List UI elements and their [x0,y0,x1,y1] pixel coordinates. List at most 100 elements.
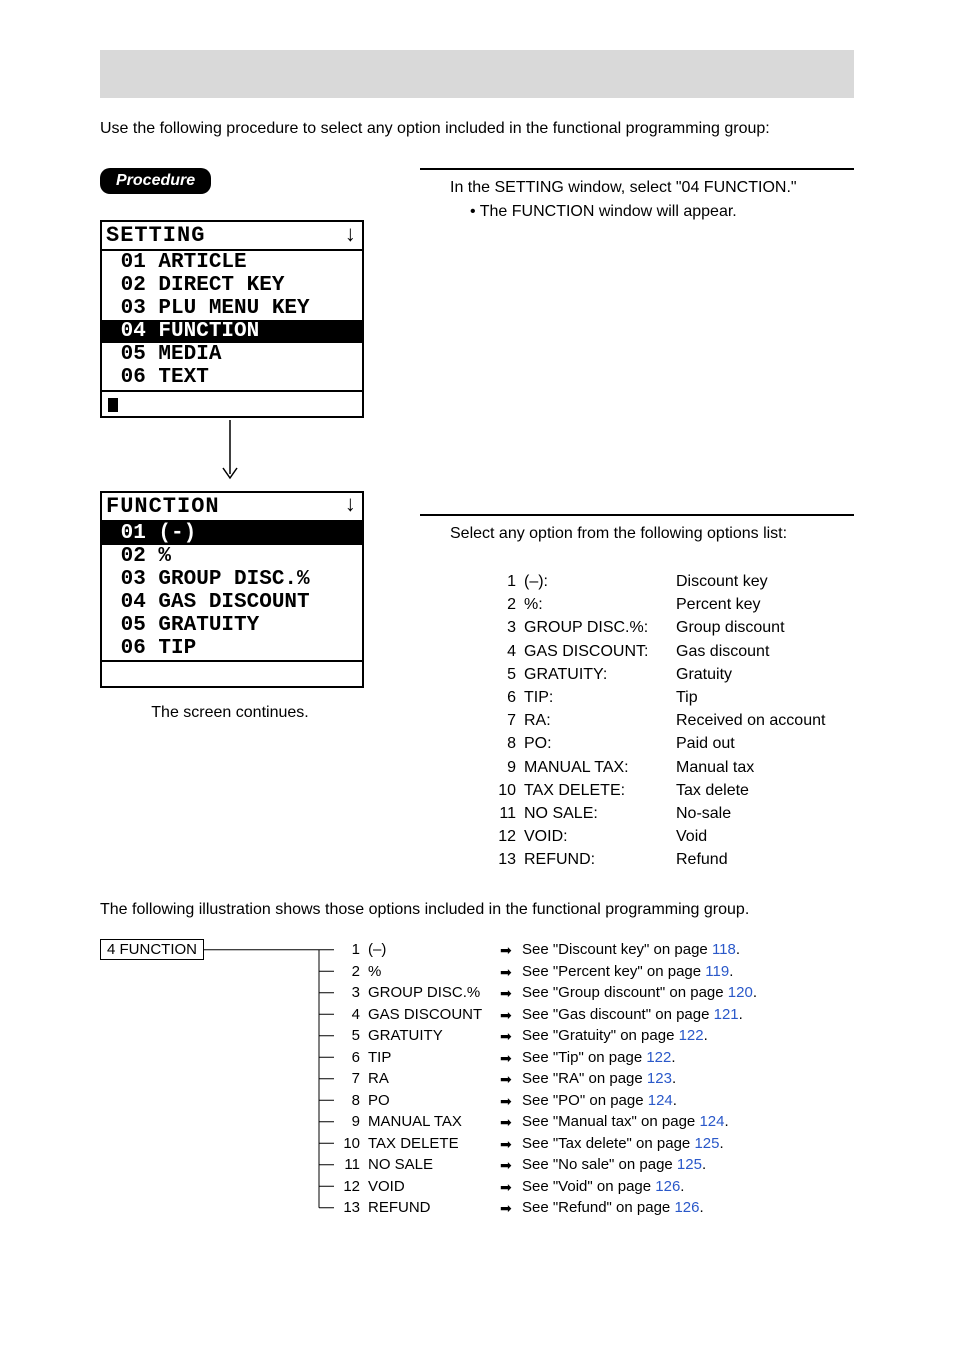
section-header-bar [100,50,854,98]
option-number: 11 [490,802,524,825]
tree-row: 3GROUP DISC.%➡See "Group discount" on pa… [334,982,757,1004]
page-link[interactable]: 125 [694,1135,719,1152]
option-description: Tip [676,686,854,709]
scroll-down-icon: ↓ [344,495,358,517]
tree-item-reference: See "Manual tax" on page 124. [522,1111,729,1133]
page-link[interactable]: 125 [677,1156,702,1173]
screen-menu-item[interactable]: 04 GAS DISCOUNT [102,591,362,614]
option-row: 13REFUND:Refund [490,848,854,871]
tree-row: 8PO➡See "PO" on page 124. [334,1090,757,1112]
cursor-icon [108,398,118,412]
screen-menu-item[interactable]: 03 PLU MENU KEY [102,297,362,320]
option-number: 1 [490,570,524,593]
function-screen-title: FUNCTION [106,494,220,519]
option-number: 6 [490,686,524,709]
option-name: REFUND: [524,848,676,871]
option-description: Discount key [676,570,854,593]
option-number: 13 [490,848,524,871]
screen-menu-item[interactable]: 01 ARTICLE [102,251,362,274]
tree-item-number: 13 [334,1197,368,1219]
setting-screen: SETTING ↓ 01 ARTICLE 02 DIRECT KEY 03 PL… [100,220,364,418]
screen-menu-item[interactable]: 06 TEXT [102,366,362,389]
tree-row: 9MANUAL TAX➡See "Manual tax" on page 124… [334,1111,757,1133]
page-link[interactable]: 124 [648,1092,673,1109]
page-link[interactable]: 119 [705,963,729,980]
screen-menu-item[interactable]: 05 GRATUITY [102,614,362,637]
tree-item-reference: See "Refund" on page 126. [522,1197,704,1219]
option-description: No-sale [676,802,854,825]
page-link[interactable]: 122 [646,1049,671,1066]
option-row: 12VOID:Void [490,825,854,848]
option-number: 9 [490,756,524,779]
tree-row: 11NO SALE➡See "No sale" on page 125. [334,1154,757,1176]
arrow-right-icon: ➡ [500,1198,522,1218]
tree-item-reference: See "Tip" on page 122. [522,1047,676,1069]
arrow-right-icon: ➡ [500,1048,522,1068]
option-row: 3GROUP DISC.%:Group discount [490,616,854,639]
tree-item-name: GAS DISCOUNT [368,1004,500,1026]
tree-item-number: 9 [334,1111,368,1133]
page-link[interactable]: 124 [699,1113,724,1130]
option-name: GROUP DISC.%: [524,616,676,639]
tree-row: 4GAS DISCOUNT➡See "Gas discount" on page… [334,1004,757,1026]
option-row: 9MANUAL TAX:Manual tax [490,756,854,779]
screen-menu-item[interactable]: 02 DIRECT KEY [102,274,362,297]
tree-item-number: 6 [334,1047,368,1069]
page-link[interactable]: 123 [647,1070,672,1087]
tree-item-reference: See "Group discount" on page 120. [522,982,757,1004]
tree-item-name: REFUND [368,1197,500,1219]
arrow-right-icon: ➡ [500,962,522,982]
option-description: Tax delete [676,779,854,802]
tree-item-reference: See "RA" on page 123. [522,1068,676,1090]
option-row: 8PO:Paid out [490,732,854,755]
option-number: 2 [490,593,524,616]
tree-item-number: 3 [334,982,368,1004]
arrow-right-icon: ➡ [500,983,522,1003]
page-link[interactable]: 120 [728,984,753,1001]
option-name: GAS DISCOUNT: [524,640,676,663]
tree-item-number: 1 [334,939,368,961]
screen-menu-item[interactable]: 06 TIP [102,637,362,660]
setting-screen-title: SETTING [106,223,205,248]
option-row: 7RA:Received on account [490,709,854,732]
page-link[interactable]: 118 [712,941,736,958]
page-link[interactable]: 122 [679,1027,704,1044]
option-number: 3 [490,616,524,639]
tree-item-number: 11 [334,1154,368,1176]
page-link[interactable]: 121 [714,1006,739,1023]
tree-root-box: 4 FUNCTION [100,939,204,960]
option-name: PO: [524,732,676,755]
option-description: Manual tax [676,756,854,779]
tree-item-reference: See "Gratuity" on page 122. [522,1025,708,1047]
arrow-right-icon: ➡ [500,1155,522,1175]
arrow-right-icon: ➡ [500,940,522,960]
option-number: 10 [490,779,524,802]
screen-menu-item[interactable]: 02 % [102,545,362,568]
option-description: Gas discount [676,640,854,663]
arrow-right-icon: ➡ [500,1069,522,1089]
option-description: Received on account [676,709,854,732]
page-link[interactable]: 126 [674,1199,699,1216]
page-link[interactable]: 126 [655,1178,680,1195]
option-row: 6TIP:Tip [490,686,854,709]
screen-menu-item[interactable]: 04 FUNCTION [102,320,362,343]
tree-item-reference: See "Tax delete" on page 125. [522,1133,724,1155]
arrow-right-icon: ➡ [500,1026,522,1046]
screen-menu-item[interactable]: 05 MEDIA [102,343,362,366]
scroll-down-icon: ↓ [344,225,358,247]
option-description: Group discount [676,616,854,639]
option-number: 4 [490,640,524,663]
screen-menu-item[interactable]: 01 (-) [102,522,362,545]
tree-item-reference: See "Percent key" on page 119. [522,961,733,983]
screen-continues-note: The screen continues. [100,704,360,722]
tree-row: 1(–)➡See "Discount key" on page 118. [334,939,757,961]
option-name: TIP: [524,686,676,709]
procedure-badge: Procedure [100,168,211,194]
tree-item-name: VOID [368,1176,500,1198]
tree-row: 7RA➡See "RA" on page 123. [334,1068,757,1090]
tree-item-number: 12 [334,1176,368,1198]
flow-arrow-icon [100,418,360,491]
option-number: 8 [490,732,524,755]
tree-item-reference: See "Discount key" on page 118. [522,939,740,961]
screen-menu-item[interactable]: 03 GROUP DISC.% [102,568,362,591]
